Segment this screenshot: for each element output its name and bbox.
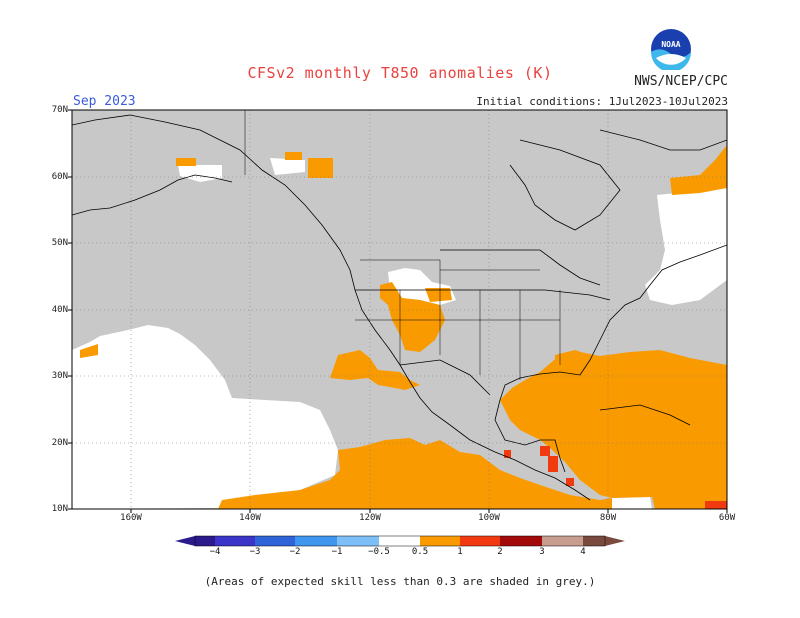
warm-region-labrador (670, 145, 727, 195)
warm-region-florida (555, 350, 590, 378)
logo-text: NOAA (661, 40, 680, 49)
lat-label-30n: 30N (51, 371, 68, 381)
colorbar-label: 3 (539, 547, 545, 557)
colorbar-label: −1 (331, 547, 343, 557)
colorbar-label: −2 (289, 547, 301, 557)
initial-conditions: Initial conditions: 1Jul2023-10Jul2023 (476, 95, 728, 108)
neutral-region-alaska (178, 165, 222, 182)
lon-label-80w: 80W (599, 513, 617, 523)
lon-label-140w: 140W (239, 513, 261, 523)
hot-spot-central-america (548, 456, 558, 472)
lat-label-20n: 20N (51, 438, 68, 448)
chart-title: CFSv2 monthly T850 anomalies (K) (247, 64, 553, 82)
colorbar-high-arrow (605, 536, 625, 546)
colorbar (175, 535, 625, 547)
colorbar-label: −4 (209, 547, 221, 557)
warm-region-hudson (285, 152, 333, 178)
coastlines (72, 114, 727, 501)
colorbar-segment (583, 536, 605, 546)
warm-region-baja (330, 350, 420, 390)
map-frame (71, 109, 728, 510)
colorbar-segment (195, 536, 215, 546)
lat-label-50n: 50N (51, 238, 68, 248)
colorbar-segment (337, 536, 379, 546)
noaa-logo: NOAA (651, 29, 691, 70)
warm-region-rockies (380, 282, 445, 352)
colorbar-label: 4 (580, 547, 586, 557)
lat-label-40n: 40N (51, 305, 68, 315)
neutral-region-northeast (645, 188, 727, 305)
hot-spot-southeast-corner (705, 501, 727, 509)
colorbar-segment (542, 536, 583, 546)
colorbar-label: 1 (457, 547, 463, 557)
lat-label-70n: 70N (51, 105, 68, 115)
lon-label-160w: 160W (120, 513, 142, 523)
graticule (72, 110, 727, 509)
neutral-region-hudson (270, 158, 305, 175)
forecast-month: Sep 2023 (73, 94, 136, 109)
hot-spot-central-america (566, 478, 574, 486)
lon-label-60w: 60W (718, 513, 736, 523)
agency-label: NWS/NCEP/CPC (634, 74, 728, 89)
neutral-region-caribbean (612, 497, 652, 509)
colorbar-segment (215, 536, 255, 546)
lat-label-10n: 10N (51, 504, 68, 514)
lon-label-100w: 100W (478, 513, 500, 523)
colorbar-segment (255, 536, 295, 546)
warm-region-alaska (176, 158, 196, 166)
state-borders (244, 110, 561, 380)
warm-region-gulf-atlantic (500, 350, 727, 509)
hot-spot-central-america (540, 446, 550, 456)
warm-region-wyoming (425, 288, 452, 302)
warm-region-pacific-south (218, 438, 612, 509)
colorbar-segment (379, 536, 420, 546)
lat-label-60n: 60N (51, 172, 68, 182)
colorbar-label: −0.5 (368, 547, 390, 557)
colorbar-segment (420, 536, 460, 546)
colorbar-label: 0.5 (411, 547, 429, 557)
neutral-region-pacific (72, 325, 338, 509)
neutral-region-rockies (388, 268, 456, 305)
colorbar-label: −3 (249, 547, 261, 557)
skill-mask-region (72, 110, 727, 509)
colorbar-segment (460, 536, 500, 546)
colorbar-label: 2 (497, 547, 503, 557)
skill-footnote: (Areas of expected skill less than 0.3 a… (204, 575, 596, 588)
hot-spot-central-america (504, 450, 511, 458)
axis-ticks (68, 109, 728, 513)
colorbar-segment (295, 536, 337, 546)
colorbar-segment (500, 536, 542, 546)
warm-region-hawaii-north (80, 344, 98, 358)
colorbar-low-arrow (175, 536, 195, 546)
lon-label-120w: 120W (359, 513, 381, 523)
